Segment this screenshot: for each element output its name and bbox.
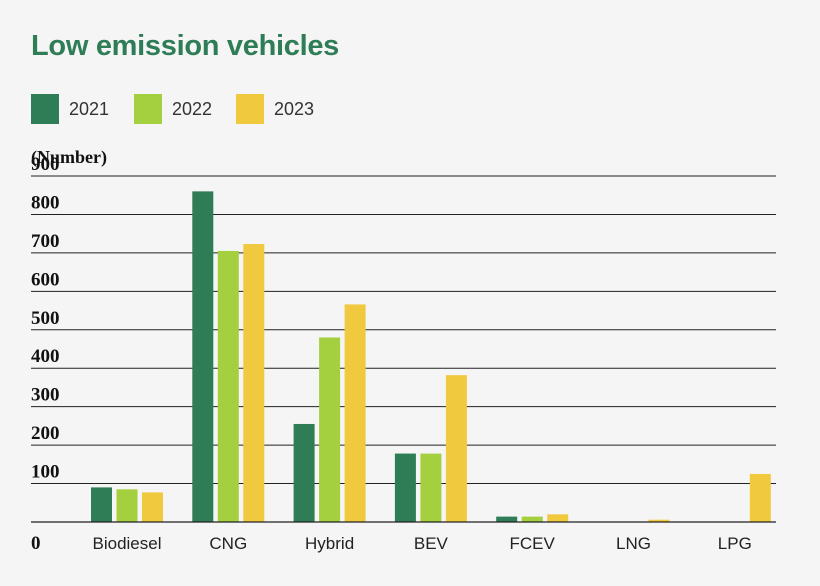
bar-cng-2023 [243, 244, 265, 522]
y-tick-label-200: 200 [31, 423, 60, 444]
legend-swatch-2021 [31, 94, 59, 124]
y-tick-label-300: 300 [31, 385, 60, 406]
bar-fcev-2023 [547, 514, 569, 522]
y-tick-label-900: 900 [31, 154, 60, 175]
y-tick-label-0: 0 [31, 533, 41, 554]
bar-fcev-2021 [496, 516, 518, 522]
x-tick-label-biodiesel: Biodiesel [93, 534, 162, 553]
legend-label-2022: 2022 [172, 99, 213, 119]
y-tick-label-500: 500 [31, 308, 60, 329]
bar-lpg-2023 [749, 473, 771, 522]
y-tick-label-700: 700 [31, 231, 60, 252]
y-tick-label-100: 100 [31, 462, 60, 483]
x-tick-label-cng: CNG [209, 534, 247, 553]
bar-hybrid-2022 [319, 337, 341, 522]
bar-hybrid-2023 [344, 304, 366, 522]
y-tick-label-800: 800 [31, 192, 60, 213]
bar-biodiesel-2021 [91, 487, 112, 522]
bar-hybrid-2021 [293, 423, 315, 522]
bar-bev-2023 [445, 375, 467, 522]
bar-biodiesel-2023 [142, 492, 163, 522]
chart-title: Low emission vehicles [31, 30, 339, 62]
y-tick-label-600: 600 [31, 269, 60, 290]
legend-swatch-2022 [134, 94, 162, 124]
legend-label-2021: 2021 [69, 99, 110, 119]
legend-swatch-2023 [236, 94, 264, 124]
x-tick-label-hybrid: Hybrid [305, 534, 354, 553]
bar-fcev-2022 [521, 516, 543, 522]
bar-biodiesel-2022 [116, 489, 138, 522]
bar-bev-2021 [394, 453, 416, 522]
y-tick-label-400: 400 [31, 346, 60, 367]
bar-cng-2021 [192, 191, 214, 522]
x-tick-label-fcev: FCEV [510, 534, 556, 553]
bar-cng-2022 [217, 250, 239, 522]
bar-lng-2023 [648, 519, 670, 522]
bar-bev-2022 [420, 453, 442, 522]
x-tick-label-lng: LNG [616, 534, 651, 553]
x-tick-label-bev: BEV [414, 534, 449, 553]
legend-label-2023: 2023 [274, 99, 315, 119]
x-tick-label-lpg: LPG [718, 534, 752, 553]
y-axis-unit-label: (Number) [31, 147, 107, 167]
